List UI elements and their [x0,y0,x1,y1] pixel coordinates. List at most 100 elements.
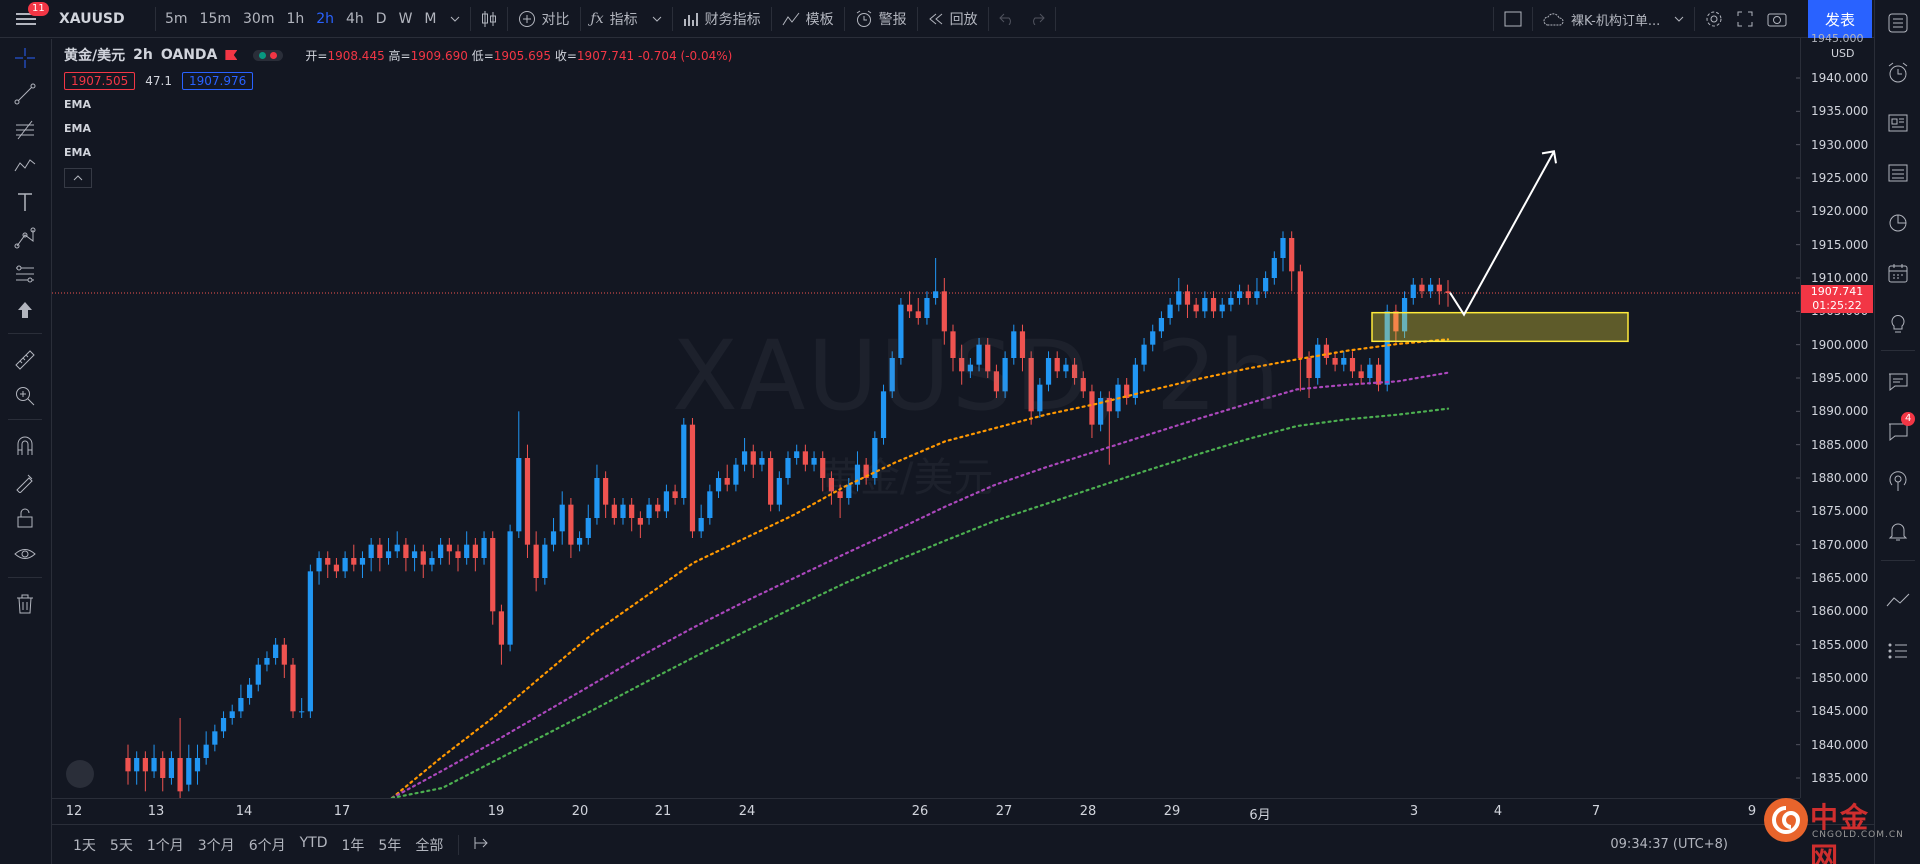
goto-date-button[interactable] [467,835,497,855]
indicators-button[interactable]: ƒx 指标 [584,0,669,38]
range-button[interactable]: 5天 [109,837,133,854]
replay-button[interactable]: 回放 [921,0,985,38]
bid-price[interactable]: 1907.505 [64,72,136,90]
ideas-button[interactable] [1883,308,1913,338]
price-axis[interactable]: 1945.000 USD 1940.000 1935.000 1930.000 192… [1800,32,1874,798]
dom-button[interactable] [1883,636,1913,666]
interval-W[interactable]: W [398,10,413,27]
symbol-search[interactable]: XAUUSD [59,10,125,27]
fullscreen-icon [1737,11,1753,27]
interval-30m[interactable]: 30m [243,10,275,27]
range-button[interactable]: 1年 [341,837,365,854]
candle-body [403,544,409,558]
alert-button[interactable]: 警报 [848,0,914,38]
interval-5m[interactable]: 5m [165,10,188,27]
candle-body [880,391,887,438]
fib-tool[interactable] [10,115,40,145]
candle-body [1254,291,1260,298]
market-status-toggle[interactable] [253,49,284,61]
chats-button[interactable] [1883,366,1913,396]
main-menu-button[interactable]: 11 [0,0,52,38]
interval-D[interactable]: D [375,10,387,27]
candle-body [273,644,279,658]
candle-body [455,551,461,558]
range-button[interactable]: 6个月 [248,837,286,854]
publish-button[interactable]: 发表 [1808,0,1872,38]
candle-body [811,458,817,465]
candle-body [724,478,730,485]
indicator-ema[interactable]: EMA [64,98,91,111]
candle-body [1037,384,1043,412]
text-tool[interactable] [10,187,40,217]
arrow-tool[interactable] [10,295,40,325]
candle-body [872,438,878,478]
collapse-legend-button[interactable] [64,168,92,188]
plus-circle-icon [518,10,535,27]
ask-price[interactable]: 1907.976 [181,72,254,90]
currency-label[interactable]: USD [1831,47,1855,60]
range-button[interactable]: 全部 [415,837,444,854]
indicator-ema[interactable]: EMA [64,122,91,135]
zoom-tool[interactable] [10,381,40,411]
compare-button[interactable]: 对比 [511,0,577,38]
saved-layout-button[interactable]: 裸K-机构订单... [1536,0,1691,38]
range-button[interactable]: 1个月 [146,837,184,854]
alerts-button[interactable] [1883,58,1913,88]
magnet-tool[interactable] [10,431,40,461]
candle-body [394,544,400,552]
interval-4h[interactable]: 4h [346,10,364,27]
messages-button[interactable]: 4 [1883,412,1916,446]
interval-1h[interactable]: 1h [286,10,305,27]
screenshot-button[interactable] [1760,0,1794,38]
prediction-tool[interactable] [10,223,40,253]
compare-label: 对比 [541,11,570,28]
financials-button[interactable]: 财务指标 [676,0,768,38]
trendline-tool[interactable] [10,79,40,109]
range-button[interactable]: 3个月 [197,837,235,854]
crosshair-tool[interactable] [10,43,40,73]
symbol-description[interactable]: 黄金/美元 [64,48,126,64]
indicator-list: EMA EMA EMA [64,98,732,162]
hide-drawings-tool[interactable] [10,539,40,569]
undo-button[interactable] [992,0,1022,38]
range-button[interactable]: 5年 [378,837,402,854]
time-axis[interactable]: 12 13 14 17 19 20 21 24 26 27 28 29 6月 3 4 7 9 [52,798,1800,824]
chart-logo-icon [66,760,94,788]
ruler-tool[interactable] [10,345,40,375]
fullscreen-button[interactable] [1730,0,1760,38]
trading-panel-button[interactable] [1883,586,1913,616]
last-price-value: 1907.741 [1810,285,1864,299]
chart-type-button[interactable] [474,0,504,38]
settings-button[interactable] [1698,0,1730,38]
notifications-button[interactable] [1883,516,1913,546]
clock[interactable]: 09:34:37 (UTC+8) [1610,837,1728,852]
redo-button[interactable] [1022,0,1052,38]
lock-drawings-tool[interactable] [10,503,40,533]
stay-in-drawing-tool[interactable] [10,467,40,497]
interval-dropdown[interactable] [443,0,467,38]
range-button[interactable]: YTD [299,834,328,851]
price-tick: 1850.000 [1811,671,1869,685]
calendar-button[interactable] [1883,258,1913,288]
candle-body [1219,304,1225,312]
candle-body [750,451,756,465]
interval-M[interactable]: M [424,10,437,27]
interval-2h[interactable]: 2h [316,10,335,27]
data-window-button[interactable] [1883,158,1913,188]
indicator-ema[interactable]: EMA [64,146,91,159]
watchlist-button[interactable] [1883,8,1913,38]
layout-select-button[interactable] [1497,0,1529,38]
candle-body [1428,284,1434,292]
remove-drawings-tool[interactable] [10,589,40,619]
flag-icon[interactable] [225,50,238,60]
pattern-tool[interactable] [10,151,40,181]
interval-15m[interactable]: 15m [199,10,231,27]
price-chart[interactable] [52,38,1800,798]
hotlists-button[interactable] [1883,208,1913,238]
measure-lines-tool[interactable] [10,259,40,289]
templates-button[interactable]: 模板 [775,0,841,38]
candle-body [333,564,340,572]
range-button[interactable]: 1天 [73,837,96,854]
streams-button[interactable] [1883,466,1913,496]
news-button[interactable] [1883,108,1913,138]
